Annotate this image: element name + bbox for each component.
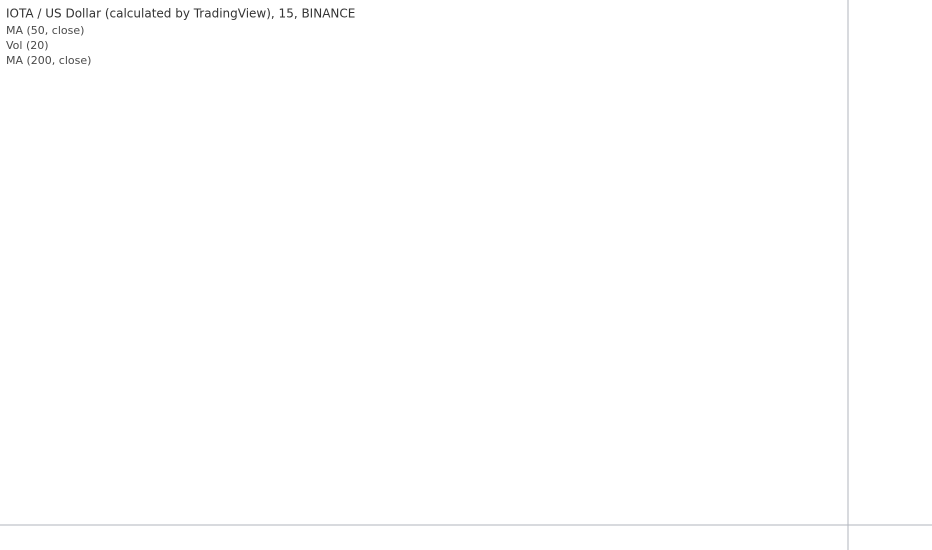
indicator-label: MA (200, close) bbox=[6, 54, 91, 67]
indicator-label: MA (50, close) bbox=[6, 24, 84, 37]
legend: IOTA / US Dollar (calculated by TradingV… bbox=[6, 7, 355, 68]
chart-title: IOTA / US Dollar (calculated by TradingV… bbox=[6, 7, 355, 21]
indicator-label: Vol (20) bbox=[6, 39, 49, 52]
